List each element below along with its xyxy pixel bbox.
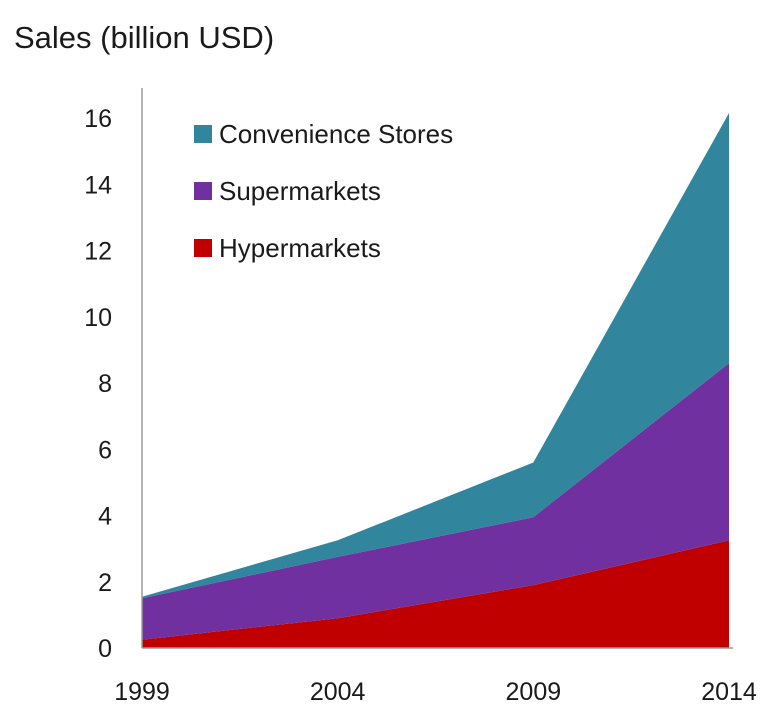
area-hypermarkets (142, 540, 729, 648)
y-tick-label: 8 (98, 370, 112, 398)
x-tick-label: 1999 (114, 678, 170, 706)
x-tick-label: 2004 (310, 678, 366, 706)
area-layer (142, 113, 729, 648)
y-tick-label: 14 (84, 171, 112, 199)
chart-title: Sales (billion USD) (14, 20, 275, 55)
y-tick-label: 10 (84, 304, 112, 332)
x-tick-label: 2014 (701, 678, 757, 706)
y-tick-label: 2 (98, 569, 112, 597)
legend-swatch (194, 125, 212, 143)
legend-label: Supermarkets (219, 176, 381, 206)
legend-item: Hypermarkets (194, 233, 381, 263)
legend: Convenience Stores Supermarkets Hypermarke… (194, 119, 453, 263)
legend-label: Convenience Stores (219, 119, 453, 149)
area-supermarkets (142, 363, 729, 640)
legend-item: Convenience Stores (194, 119, 453, 149)
axes: 0 2 4 6 8 10 12 14 16 1999 2004 2009 2014 (84, 88, 757, 706)
legend-swatch (194, 239, 212, 257)
y-tick-label: 12 (84, 238, 112, 266)
y-tick-label: 16 (84, 105, 112, 133)
legend-label: Hypermarkets (219, 233, 381, 263)
y-tick-label: 6 (98, 436, 112, 464)
y-tick-label: 4 (98, 503, 112, 531)
y-tick-label: 0 (98, 635, 112, 663)
legend-item: Supermarkets (194, 176, 381, 206)
area-convenience-stores (142, 113, 729, 599)
x-tick-label: 2009 (506, 678, 562, 706)
legend-swatch (194, 182, 212, 200)
